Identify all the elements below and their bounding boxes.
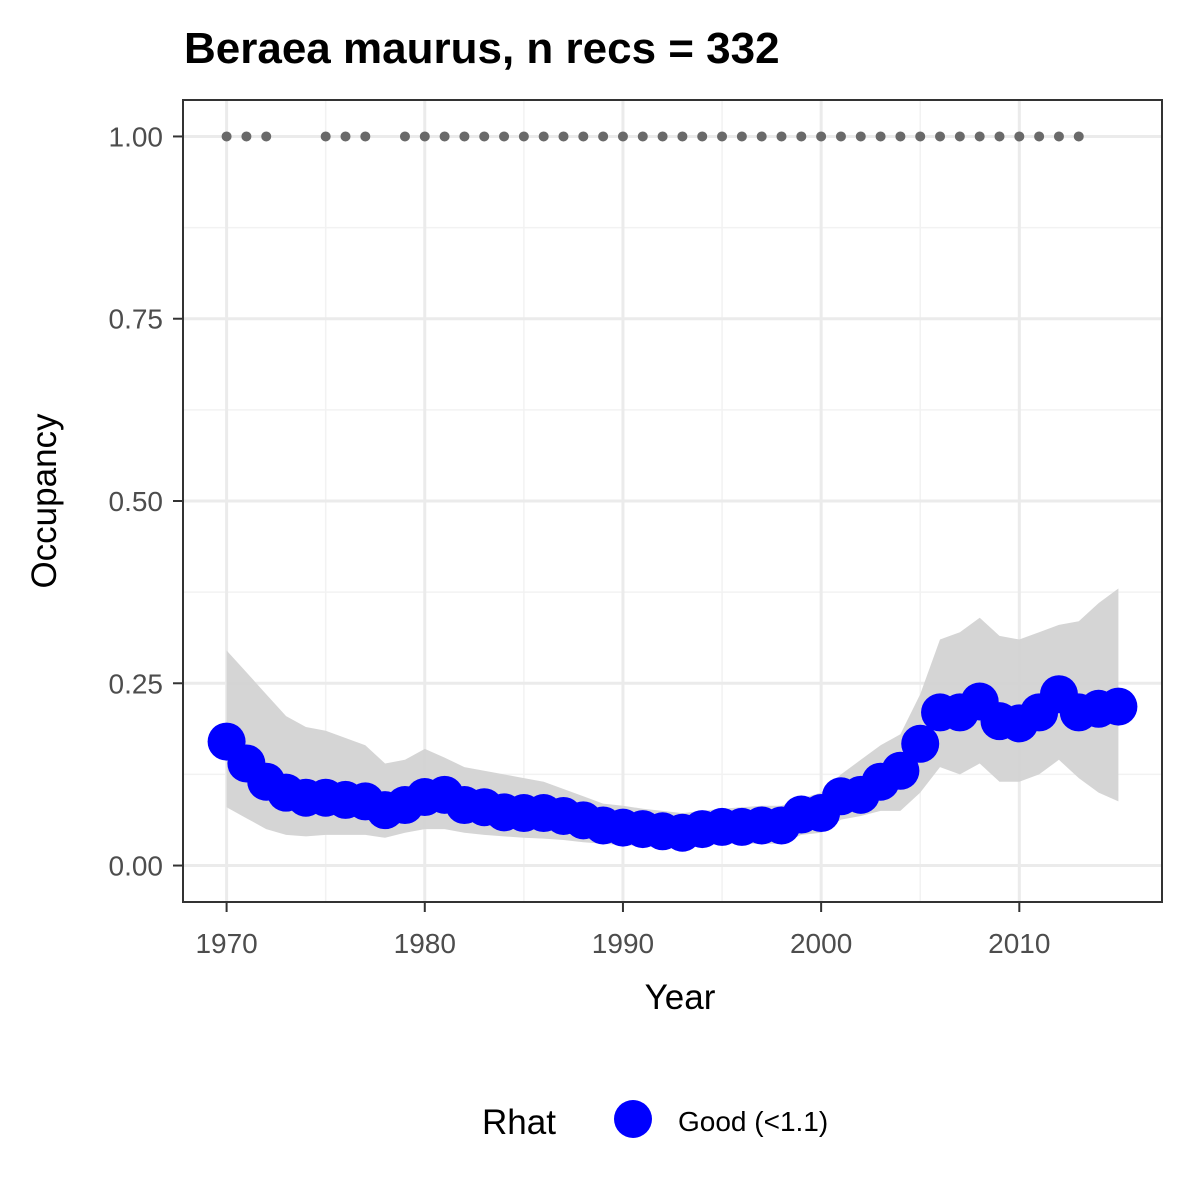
y-tick-label: 0.75 <box>109 304 164 335</box>
y-tick-label: 0.25 <box>109 668 164 699</box>
record-point <box>756 131 767 142</box>
record-point <box>399 131 410 142</box>
x-axis: 1970 1980 1990 2000 2010 <box>195 902 1050 959</box>
y-axis: 0.00 0.25 0.50 0.75 1.00 <box>109 121 183 882</box>
record-point <box>1034 131 1045 142</box>
x-tick-label: 1980 <box>394 928 456 959</box>
record-point <box>954 131 965 142</box>
legend-key-good <box>614 1100 652 1138</box>
legend-label-good: Good (<1.1) <box>678 1106 828 1137</box>
record-point <box>598 131 609 142</box>
record-point <box>499 131 510 142</box>
record-point <box>578 131 589 142</box>
y-axis-title: Occupancy <box>25 413 64 589</box>
record-point <box>261 131 272 142</box>
record-point <box>677 131 688 142</box>
record-point <box>637 131 648 142</box>
record-point <box>360 131 371 142</box>
occupancy-point <box>881 751 920 790</box>
occupancy-point <box>901 724 940 763</box>
x-tick-label: 2010 <box>988 928 1050 959</box>
record-point <box>221 131 232 142</box>
record-point <box>835 131 846 142</box>
x-tick-label: 1970 <box>195 928 257 959</box>
x-tick-label: 2000 <box>790 928 852 959</box>
record-point <box>538 131 549 142</box>
x-axis-title: Year <box>645 978 716 1017</box>
record-point <box>657 131 668 142</box>
recorded-years-points <box>221 131 1084 142</box>
record-point <box>479 131 490 142</box>
record-point <box>875 131 886 142</box>
record-point <box>776 131 787 142</box>
legend: Rhat Good (<1.1) <box>482 1100 828 1142</box>
record-point <box>1053 131 1064 142</box>
record-point <box>915 131 926 142</box>
record-point <box>617 131 628 142</box>
record-point <box>974 131 985 142</box>
occupancy-points <box>207 675 1138 852</box>
record-point <box>241 131 252 142</box>
record-point <box>459 131 470 142</box>
record-point <box>717 131 728 142</box>
record-point <box>994 131 1005 142</box>
record-point <box>518 131 529 142</box>
legend-title: Rhat <box>482 1103 556 1142</box>
y-tick-label: 0.00 <box>109 851 164 882</box>
record-point <box>340 131 351 142</box>
occupancy-point <box>1099 687 1138 726</box>
record-point <box>736 131 747 142</box>
record-point <box>1073 131 1084 142</box>
record-point <box>558 131 569 142</box>
record-point <box>855 131 866 142</box>
x-tick-label: 1990 <box>592 928 654 959</box>
record-point <box>320 131 331 142</box>
record-point <box>1014 131 1025 142</box>
y-tick-label: 1.00 <box>109 121 164 152</box>
record-point <box>816 131 827 142</box>
record-point <box>796 131 807 142</box>
record-point <box>419 131 430 142</box>
y-tick-label: 0.50 <box>109 486 164 517</box>
record-point <box>439 131 450 142</box>
record-point <box>895 131 906 142</box>
chart-title: Beraea maurus, n recs = 332 <box>184 24 780 73</box>
record-point <box>935 131 946 142</box>
record-point <box>697 131 708 142</box>
